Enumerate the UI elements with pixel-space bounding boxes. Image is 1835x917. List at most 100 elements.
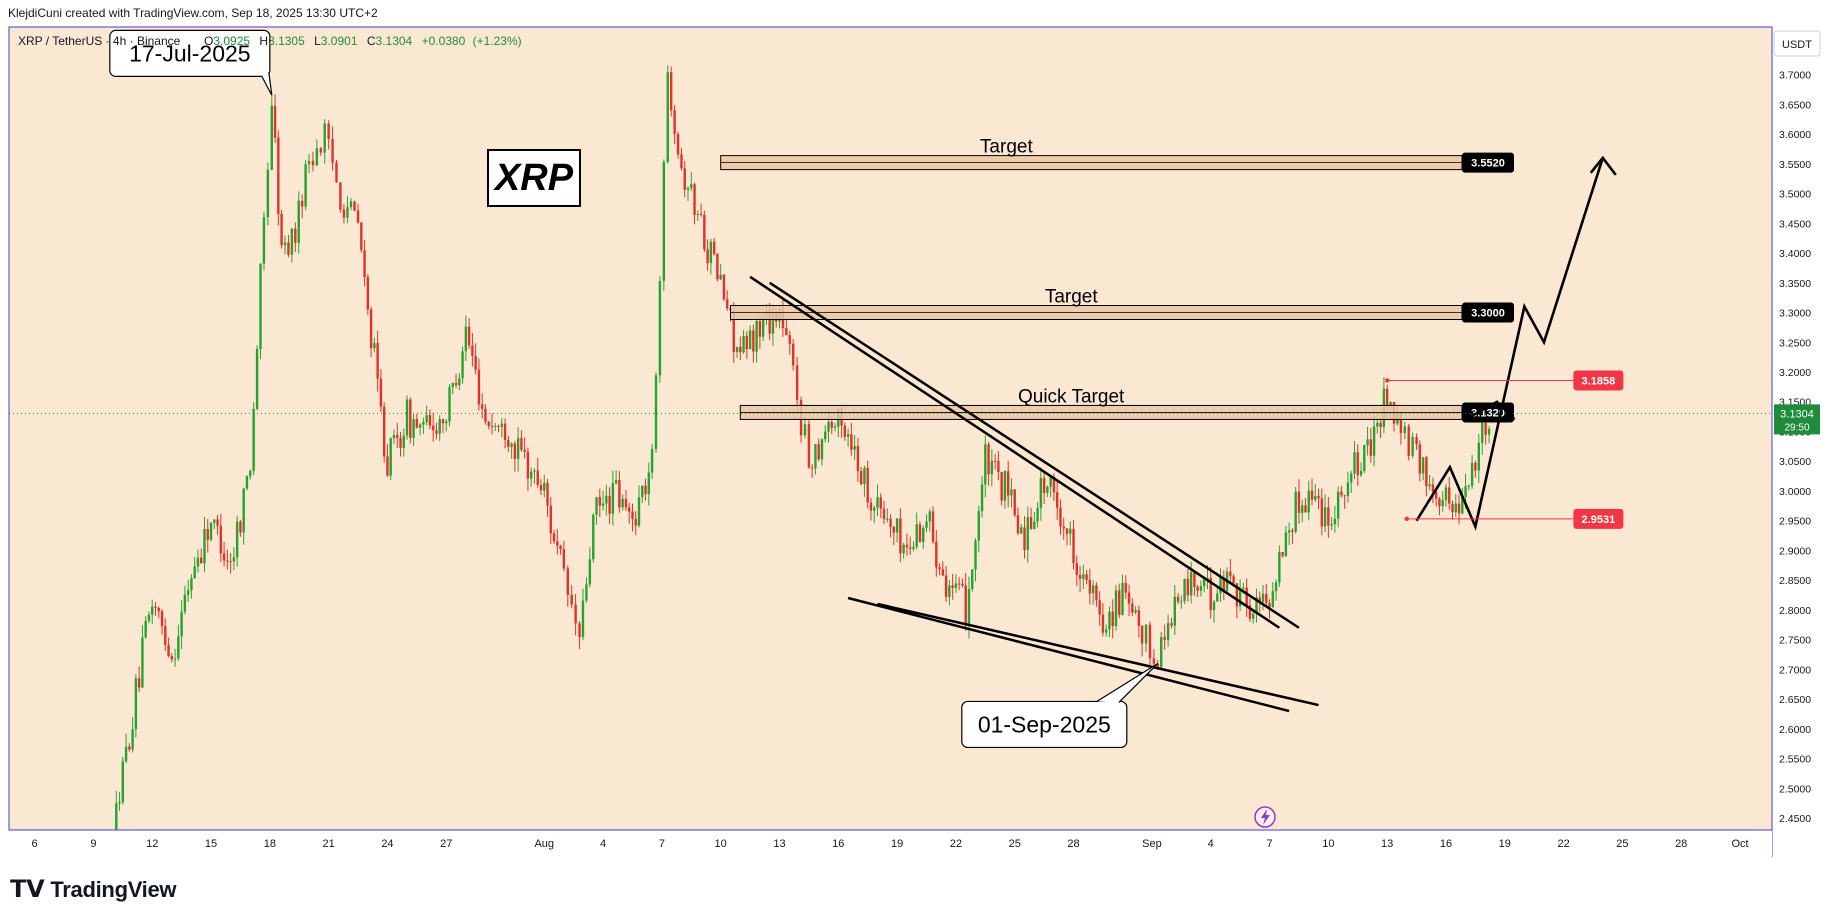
candle-body [273,105,277,138]
candle-body [1101,614,1105,633]
candle-body [304,164,307,207]
candle-body [792,343,795,366]
price-axis[interactable]: 2.4500 2.5000 2.5500 2.6000 2.6500 2.7000 2.75… [1771,27,1835,860]
price-tick-label: 3.4000 [1779,248,1811,260]
candle-body [905,544,909,548]
candle-body [144,620,147,638]
candle-body [1082,574,1085,579]
currency-box[interactable] [1773,30,1821,57]
chart-background [9,27,1772,857]
time-tick-label: 19 [1499,838,1511,850]
candle-body [1212,601,1216,610]
tradingview-logo-icon: 𝗧𝗩 [10,876,45,903]
projection-path [1415,157,1605,531]
candle-body [650,448,654,473]
candle-body [1144,624,1148,644]
lightning-icon[interactable] [1254,806,1276,828]
candle-body [280,213,283,246]
candle-body [339,182,342,210]
candle-body [1307,490,1310,513]
annotations-layer: 17-Jul-2025 01-Sep-2025 [109,29,1159,749]
candle-body [386,456,389,476]
candle-body [1118,590,1121,615]
candle-body [1454,503,1457,513]
time-tick-label: 13 [1381,838,1393,850]
currency-label: USDT [1782,39,1812,51]
close-label: C [367,34,376,48]
candle-body [290,228,294,255]
candle-body [944,575,948,597]
price-tick-label: 3.3500 [1779,278,1811,290]
candle-body [1415,436,1418,445]
candle-body [1284,532,1288,556]
candle-body [824,431,827,440]
candle-body [477,369,481,405]
candle-body [448,387,451,422]
candle-body [621,498,624,508]
candle-body [935,541,938,568]
bar-countdown: 29:50 [1784,422,1809,433]
candle-body [206,529,209,540]
price-tick-label: 3.2000 [1779,367,1811,379]
change-value: +0.0380 [422,34,466,48]
candle-body [1428,484,1431,487]
candle-body [1343,495,1346,497]
price-axis-bg [1772,27,1835,860]
candle-body [1294,491,1297,532]
candle-body [277,137,280,214]
ohlc-values: O3.0925 H3.1305 L3.0901 C3.1304 +0.0380 … [204,34,522,48]
target-price-label: 3.3000 [1471,308,1505,320]
candle-body [886,518,889,520]
candle-body [1238,588,1242,607]
chart-credit: KlejdiCuni created with TradingView.com,… [8,6,378,20]
candle-body [1010,489,1013,496]
candle-body [1464,486,1467,497]
candle-body [866,467,869,503]
candle-body [549,505,552,534]
symbol-title: XRP / TetherUS · 4h · Binance [18,34,181,48]
candle-body [1438,498,1441,507]
price-tick-label: 2.5500 [1779,754,1811,766]
candle-body [490,426,494,428]
candle-body [853,446,856,450]
candle-body [373,342,376,349]
time-axis[interactable]: 6 9 12 15 18 21 24 27 Aug 4 7 10 13 16 19 22 25 28 Sep 4 7 10… [9,829,1772,857]
price-tick-label: 2.8500 [1779,575,1811,587]
symbol-badge-text: XRP [493,157,574,199]
candle-body [1016,515,1020,534]
candle-body [666,72,669,162]
candle-body [1095,585,1098,601]
candle-body [1075,563,1078,575]
target-price-badge [1462,302,1514,323]
target-price-label: 3.5520 [1471,158,1505,170]
candle-body [349,201,353,208]
candle-body [335,162,338,183]
candle-body [1451,503,1454,513]
candle-body [654,375,658,449]
candle-body [1137,610,1141,626]
candle-body [611,483,615,514]
candle-body [1255,597,1258,614]
candle-body [742,336,745,353]
candle-body [1059,507,1062,527]
last-price-badge[interactable] [1774,404,1820,435]
candle-body [810,467,814,469]
plot-frame [8,26,1773,831]
currency-badge[interactable]: USDT [1773,30,1821,57]
candle-body [1320,498,1324,527]
candle-body [546,482,549,506]
candle-body [768,310,771,334]
brand-footer[interactable]: 𝗧𝗩 TradingView [10,875,177,904]
candle-body [1265,593,1268,604]
candle-body [262,217,266,264]
candle-body [1245,587,1248,606]
candle-body [543,482,546,491]
target-zone-label: Target [980,137,1034,158]
time-tick-label: 27 [440,838,452,850]
marker-badge [1573,508,1624,529]
time-tick-label: 18 [264,838,276,850]
candle-body [346,207,349,218]
annotation-pointer [261,72,273,96]
candle-body [631,511,634,519]
